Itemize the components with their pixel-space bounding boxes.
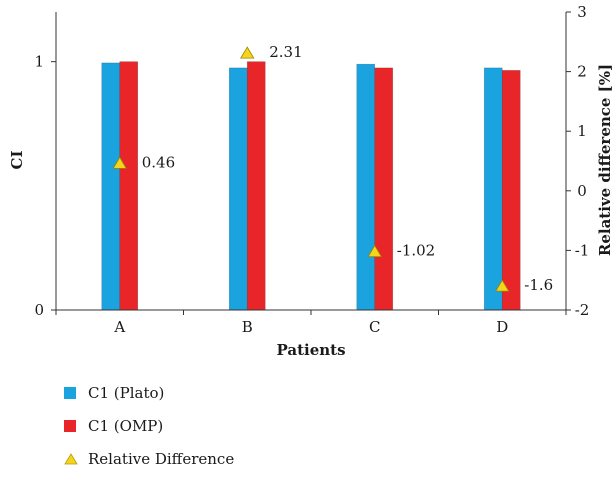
legend-swatch-omp <box>64 419 76 432</box>
right-tick-label-2: 2 <box>577 63 587 81</box>
x-tick-label-d: D <box>496 318 508 336</box>
data-label-a: 0.46 <box>142 153 175 171</box>
data-label-c: -1.02 <box>397 242 435 260</box>
right-tick-label--1: -1 <box>575 241 590 259</box>
bar-plato-c <box>356 63 376 311</box>
left-axis-ticks: 01 <box>34 53 56 319</box>
relative-difference-marker-c <box>367 244 382 257</box>
relative-difference-marker-a <box>112 156 127 169</box>
relative-difference-markers: 0.46 2.31 -1.02 -1.6 <box>112 43 553 294</box>
triangle-icon <box>64 452 78 464</box>
y-axis-title: CI <box>8 151 26 170</box>
bars-group <box>101 61 521 311</box>
bar-plato-b <box>228 67 248 311</box>
bar-plato-d <box>483 67 503 311</box>
x-tick-label-a: A <box>113 318 125 336</box>
data-label-d: -1.6 <box>524 276 553 294</box>
y2-axis-title: Relative difference [%] <box>596 64 614 256</box>
legend-swatch-plato <box>64 386 76 399</box>
legend-label-plato: C1 (Plato) <box>88 383 165 402</box>
relative-difference-marker-d <box>495 279 510 292</box>
bar-omp-b <box>246 61 266 311</box>
right-tick-label-0: 0 <box>577 182 587 200</box>
left-tick-label-1: 1 <box>34 53 44 71</box>
x-tick-label-c: C <box>369 318 380 336</box>
legend-label-relative-difference: Relative Difference <box>88 449 235 468</box>
right-tick-label--2: -2 <box>575 301 590 319</box>
right-tick-label-1: 1 <box>577 122 587 140</box>
bar-omp-d <box>501 70 521 311</box>
bar-plato-a <box>101 62 121 311</box>
legend-label-omp: C1 (OMP) <box>88 416 164 435</box>
x-axis-title: Patients <box>276 341 345 359</box>
x-axis-ticks: A B C D <box>55 310 567 336</box>
right-tick-label-3: 3 <box>577 3 587 21</box>
bar-omp-c <box>374 67 394 311</box>
left-tick-label-0: 0 <box>34 301 44 319</box>
x-tick-label-b: B <box>242 318 253 336</box>
legend-item-omp: C1 (OMP) <box>64 409 234 442</box>
right-axis-ticks: -2 -1 0 1 2 3 <box>566 3 589 319</box>
relative-difference-marker-b <box>240 46 255 59</box>
legend: C1 (Plato) C1 (OMP) Relative Difference <box>64 376 234 475</box>
legend-item-relative-difference: Relative Difference <box>64 442 234 475</box>
bar-omp-a <box>119 61 139 311</box>
data-label-b: 2.31 <box>269 43 302 61</box>
legend-item-plato: C1 (Plato) <box>64 376 234 409</box>
